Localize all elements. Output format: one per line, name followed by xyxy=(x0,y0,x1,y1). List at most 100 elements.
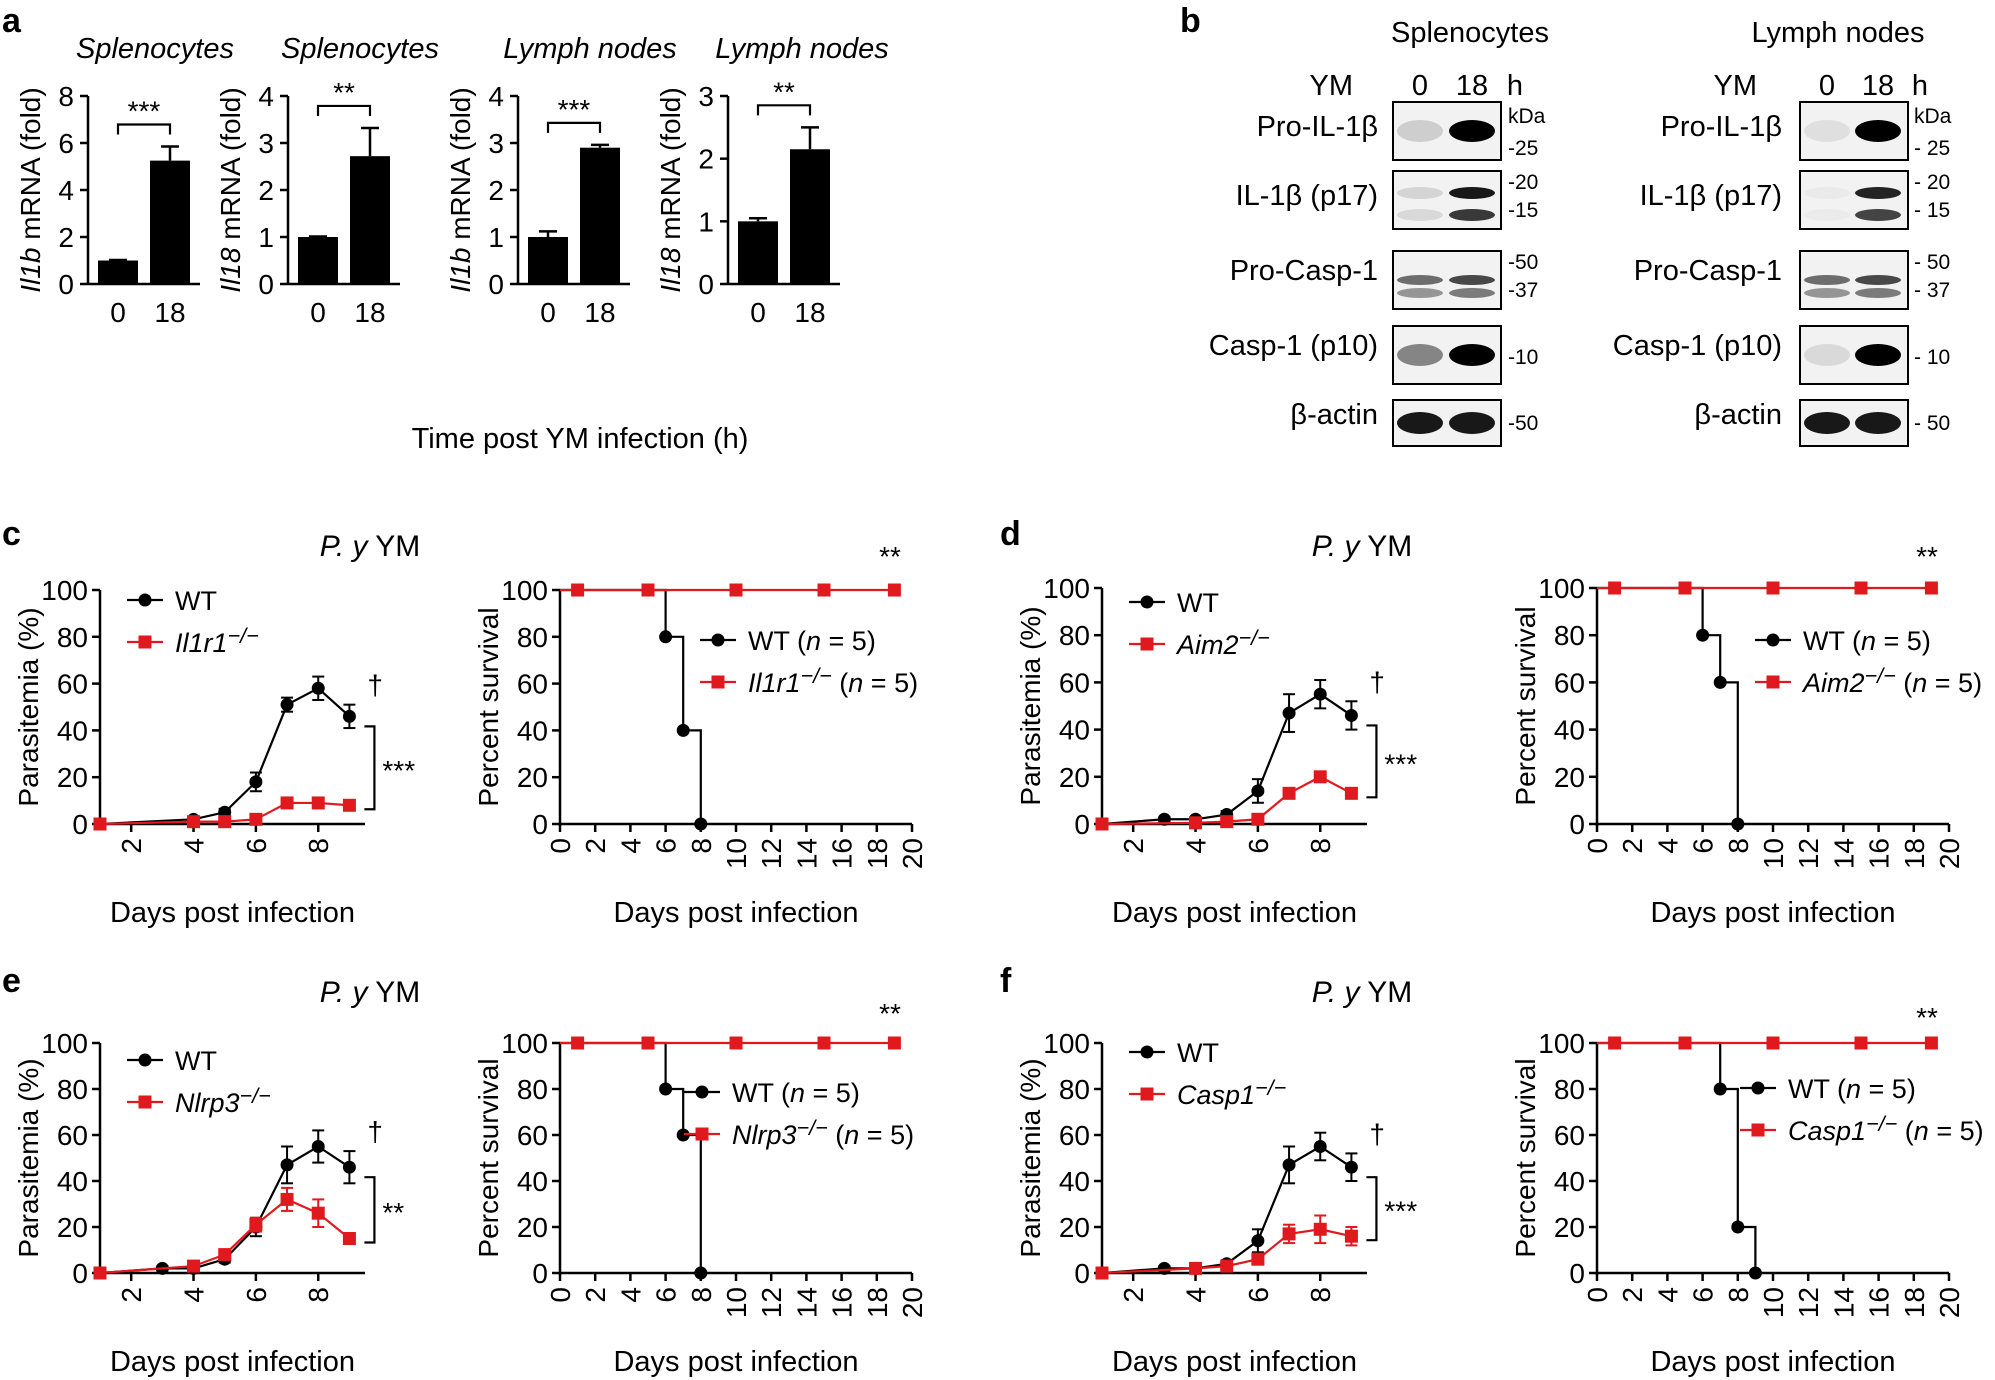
blot-row-label: Casp-1 (p10) xyxy=(1209,330,1378,362)
legend-name-part: Il1r1 xyxy=(175,628,228,658)
blot-panel xyxy=(1392,250,1502,310)
data-point xyxy=(1095,1266,1109,1280)
survival-point xyxy=(1766,1036,1780,1050)
mw-marker: - 50 xyxy=(1914,251,1950,274)
x-axis-label: Days post infection xyxy=(110,1346,355,1378)
bar xyxy=(580,147,620,284)
x-tick-label: 18 xyxy=(794,297,825,328)
legend-name-part: Il1r1 xyxy=(748,668,801,698)
lane-label: 0 xyxy=(1819,70,1835,102)
x-tick-label: 8 xyxy=(1723,1287,1754,1303)
legend-marker xyxy=(1140,1045,1154,1059)
mw-marker: - 25 xyxy=(1914,137,1950,160)
x-tick-label: 6 xyxy=(651,1287,682,1303)
x-axis-label: Days post infection xyxy=(613,1346,858,1378)
y-axis-label: Il1b mRNA (fold) xyxy=(15,87,46,292)
survival-point xyxy=(659,1082,673,1096)
blot-band xyxy=(1804,120,1850,142)
bar xyxy=(350,156,390,284)
blot-panel xyxy=(1799,101,1909,161)
series-knockout xyxy=(1095,770,1358,831)
blot-row-label: Pro-Casp-1 xyxy=(1634,255,1782,287)
y-tick-label: 80 xyxy=(517,622,548,653)
lane-label: 18 xyxy=(1456,70,1488,102)
blot-frame xyxy=(1799,325,1909,385)
data-point xyxy=(1282,706,1296,720)
death-dagger: † xyxy=(367,1116,383,1147)
y-tick-label: 80 xyxy=(1554,1074,1585,1105)
y-tick-label: 100 xyxy=(1538,573,1585,604)
x-tick-label: 4 xyxy=(179,838,210,854)
legend: WT (n = 5)Aim2−/− (n = 5) xyxy=(1755,626,1982,698)
legend-n-var: n xyxy=(1914,1116,1929,1146)
survival-point xyxy=(817,1036,831,1050)
lane-label: 18 xyxy=(1862,70,1894,102)
x-axis-label: Days post infection xyxy=(110,897,355,929)
survival-point xyxy=(1678,581,1692,595)
mw-marker: -20 xyxy=(1508,171,1538,194)
blot-panel xyxy=(1799,399,1909,447)
y-label-rest: mRNA (fold) xyxy=(655,87,686,247)
significance-label: ** xyxy=(773,76,795,107)
blot-band xyxy=(1449,209,1495,221)
survival-point xyxy=(659,630,673,644)
legend-name-part: WT xyxy=(175,1046,217,1076)
data-point xyxy=(311,1206,325,1220)
legend-marker xyxy=(711,633,725,647)
x-tick-label: 4 xyxy=(1181,838,1212,854)
title-rest: YM xyxy=(368,976,421,1009)
legend-n-rest: = 5) xyxy=(859,1120,914,1150)
blot-row-label: Pro-IL-1β xyxy=(1257,111,1378,143)
y-tick-label: 0 xyxy=(1074,1258,1090,1289)
y-axis-label: Parasitemia (%) xyxy=(1015,1058,1046,1257)
data-point xyxy=(342,1232,356,1245)
significance-label: *** xyxy=(1384,1196,1417,1227)
x-tick-label: 16 xyxy=(827,838,858,869)
survival-step-line xyxy=(560,1041,702,1273)
bar xyxy=(528,237,568,284)
y-tick-label: 60 xyxy=(1059,1120,1090,1151)
legend-marker xyxy=(1140,595,1154,609)
significance-bracket xyxy=(546,121,602,133)
legend-name-part: WT xyxy=(732,1078,774,1108)
y-axis-label: Percent survival xyxy=(1510,1058,1541,1257)
legend-name-part: WT xyxy=(1177,1038,1219,1068)
x-tick-label: 8 xyxy=(303,1287,334,1303)
series-knockout xyxy=(1597,581,1938,595)
data-point xyxy=(342,709,356,723)
title-rest: YM xyxy=(1360,530,1413,563)
panel-letter-c: c xyxy=(2,515,21,553)
x-axis-label: Days post infection xyxy=(1650,897,1895,929)
blot-band xyxy=(1397,209,1443,221)
legend-marker xyxy=(138,1095,152,1109)
bar xyxy=(298,237,338,284)
bar xyxy=(98,260,138,284)
y-tick-label: 80 xyxy=(1059,1074,1090,1105)
legend-name-part: WT xyxy=(1177,588,1219,618)
series-knockout xyxy=(1597,1036,1938,1050)
parasitemia-chart-f1: P. y YM 0 20 40 60 80 100 2 4 6 8 Parasitemia (%) Da… xyxy=(1015,976,1417,1378)
x-tick-label: 0 xyxy=(110,297,126,328)
blot-row-label: Casp-1 (p10) xyxy=(1613,330,1782,362)
x-tick-label: 6 xyxy=(1688,838,1719,854)
blot-band xyxy=(1449,288,1495,298)
blot-band xyxy=(1449,344,1495,366)
blot-panel xyxy=(1799,325,1909,385)
significance-label: *** xyxy=(1384,748,1417,779)
x-tick-label: 20 xyxy=(897,1287,928,1318)
data-point xyxy=(249,812,263,826)
x-tick-label: 6 xyxy=(651,838,682,854)
survival-point xyxy=(1731,1220,1745,1234)
x-tick-label: 2 xyxy=(116,838,147,854)
x-tick-label: 6 xyxy=(1243,838,1274,854)
panel-letter-e: e xyxy=(2,962,21,1000)
legend-n-rest: = 5) xyxy=(1861,1074,1916,1104)
x-tick-label: 0 xyxy=(750,297,766,328)
x-tick-label: 18 xyxy=(154,297,185,328)
survival-point xyxy=(729,1036,743,1050)
legend-n-rest: = 5) xyxy=(821,626,876,656)
legend-label: WT (n = 5) xyxy=(1788,1074,1916,1104)
legend-marker xyxy=(1140,637,1154,651)
